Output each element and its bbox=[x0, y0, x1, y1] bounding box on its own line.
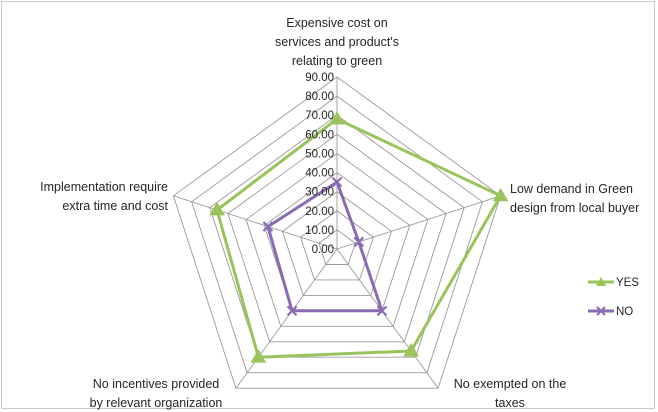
data-point-yes bbox=[492, 187, 509, 202]
data-point-yes bbox=[250, 349, 267, 363]
axis-label-line: extra time and cost bbox=[62, 199, 168, 213]
grid-ring bbox=[172, 76, 502, 389]
tick-label: 80.00 bbox=[305, 91, 334, 103]
legend-marker bbox=[596, 306, 606, 316]
tick-label: 50.00 bbox=[305, 148, 334, 160]
tick-label: 30.00 bbox=[305, 187, 334, 199]
data-point-no bbox=[353, 236, 365, 248]
grid-ring bbox=[318, 229, 356, 265]
tick-label: 70.00 bbox=[305, 110, 334, 122]
grid-ring bbox=[227, 133, 447, 343]
series-line-yes bbox=[215, 117, 503, 359]
grid-ring bbox=[191, 95, 483, 374]
grid-spoke bbox=[173, 195, 338, 250]
tick-label: 20.00 bbox=[305, 206, 334, 218]
axis-label-line: Implementation require bbox=[40, 180, 168, 194]
axis-label-line: Low demand in Green bbox=[510, 182, 633, 196]
series-line-no bbox=[266, 180, 384, 313]
data-point-no bbox=[331, 176, 343, 188]
legend-label-yes: YES bbox=[616, 277, 639, 289]
tick-label: 40.00 bbox=[305, 168, 334, 180]
legend-marker bbox=[596, 277, 606, 286]
data-point-no bbox=[286, 305, 298, 317]
axis-label-line: No incentives provided bbox=[93, 377, 220, 391]
axis-label: No exempted on the taxes bbox=[454, 377, 567, 410]
axis-label-line: design from local buyer bbox=[510, 201, 639, 215]
tick-label: 90.00 bbox=[305, 72, 334, 84]
legend-label-no: NO bbox=[616, 306, 633, 318]
data-point-yes bbox=[209, 202, 225, 216]
axis-label-line: Expensive cost on bbox=[286, 16, 387, 30]
axis-label-line: by relevant organization bbox=[90, 396, 223, 410]
axis-labels: Expensive cost on services and product's r… bbox=[40, 16, 639, 410]
tick-label: 10.00 bbox=[305, 225, 334, 237]
radial-tick-labels: 0.00 10.00 20.00 30.00 40.00 50.00 60.00 70.00 8… bbox=[305, 72, 334, 256]
data-point-yes bbox=[329, 111, 345, 125]
grid-ring bbox=[300, 210, 374, 281]
axis-label: Low demand in Green design from local buy… bbox=[510, 182, 639, 215]
grid-spoke bbox=[336, 248, 439, 389]
axis-label: Expensive cost on services and product's r… bbox=[275, 16, 399, 68]
grid-ring bbox=[281, 191, 393, 296]
radar-grid bbox=[172, 76, 502, 389]
grid-spoke bbox=[336, 195, 501, 250]
axis-label-line: services and product's bbox=[275, 35, 399, 49]
axis-label: Implementation require extra time and cos… bbox=[40, 180, 168, 213]
data-point-yes bbox=[403, 343, 420, 357]
data-point-no bbox=[262, 221, 274, 232]
axis-label-line: relating to green bbox=[292, 54, 382, 68]
grid-ring bbox=[209, 114, 465, 358]
axis-label: No incentives provided by relevant organi… bbox=[90, 377, 223, 410]
axis-label-line: taxes bbox=[495, 396, 525, 410]
tick-label: 60.00 bbox=[305, 129, 334, 141]
data-point-no bbox=[376, 305, 388, 317]
radar-series bbox=[209, 111, 509, 363]
grid-spoke bbox=[235, 248, 338, 389]
tick-label: 0.00 bbox=[312, 244, 334, 256]
legend: YES NO bbox=[588, 277, 639, 318]
grid-ring bbox=[245, 152, 429, 327]
axis-label-line: No exempted on the bbox=[454, 377, 567, 391]
